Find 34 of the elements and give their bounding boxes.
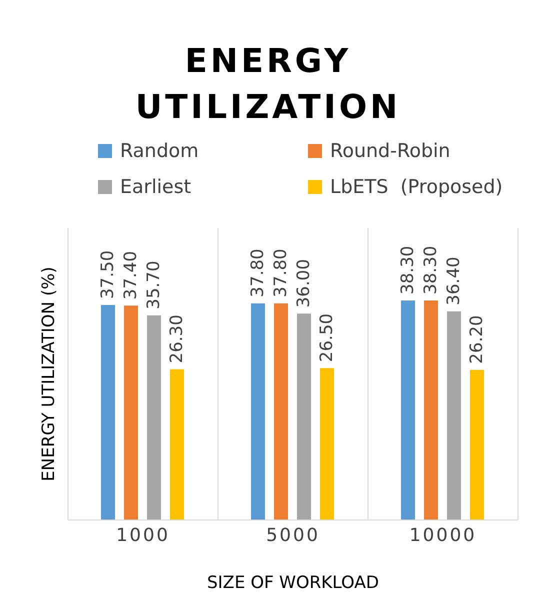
bar [251,303,265,520]
bar [124,306,138,520]
bar [170,369,184,520]
data-label: 38.30 [398,246,418,294]
data-label: 37.40 [121,250,141,300]
data-label: 35.70 [144,260,164,310]
data-label: 26.20 [467,315,487,364]
bar [424,300,438,520]
legend-label: Round-Robin [330,140,450,162]
legend-label: Random [120,140,199,162]
x-tick-label: 10000 [409,524,477,546]
x-tick-label: 5000 [266,524,320,546]
legend-label: Earliest [120,176,192,198]
data-label: 37.80 [248,248,268,298]
chart-title: ENERGY UTILIZATION [134,40,402,128]
data-label: 38.30 [421,246,441,294]
bar [297,314,311,520]
data-label: 26.50 [317,313,337,362]
data-label: 37.80 [271,248,291,298]
bar [147,315,161,520]
data-label: 26.30 [167,314,187,364]
y-axis-title: ENERGY UTILIZATION (%) [39,266,60,482]
data-label: 36.00 [294,258,314,308]
bar [447,311,461,520]
data-label: 36.40 [444,256,464,306]
bar [274,303,288,520]
data-label: 37.50 [98,250,118,300]
bar [320,368,334,520]
legend-label: LbETS (Proposed) [330,176,503,198]
bar [101,305,115,520]
bar [470,370,484,520]
x-axis-title: SIZE OF WORKLOAD [207,573,379,593]
bar [401,300,415,520]
x-tick-label: 1000 [116,524,170,546]
